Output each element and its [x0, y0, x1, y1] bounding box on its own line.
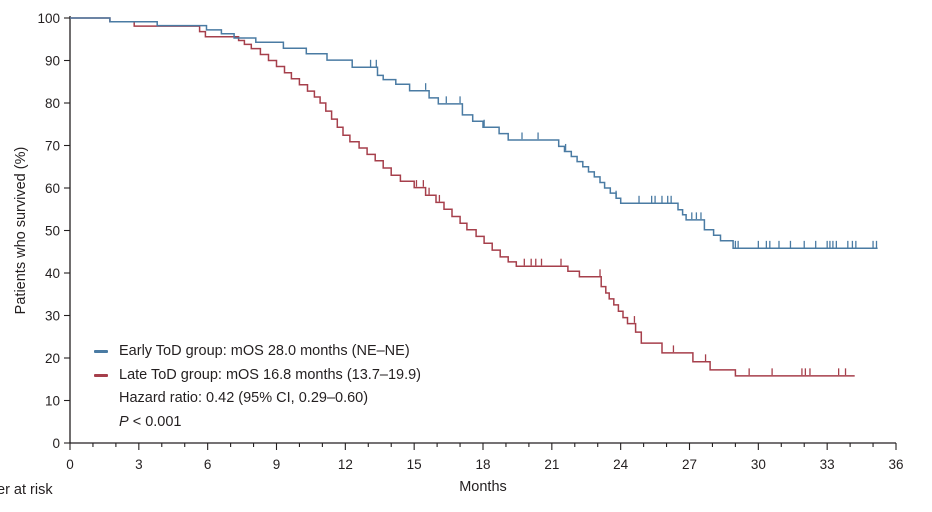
svg-text:30: 30 [751, 457, 766, 472]
y-ticks [64, 17, 70, 444]
svg-text:0: 0 [52, 436, 60, 451]
svg-text:30: 30 [45, 308, 60, 323]
svg-text:21: 21 [544, 457, 559, 472]
legend-item-late: Late ToD group: mOS 16.8 months (13.7–19… [94, 364, 421, 388]
svg-text:0: 0 [66, 457, 74, 472]
svg-text:15: 15 [407, 457, 422, 472]
x-ticks [69, 443, 897, 450]
svg-text:10: 10 [45, 393, 60, 408]
svg-text:80: 80 [45, 96, 60, 111]
hazard-ratio-text: Hazard ratio: 0.42 (95% CI, 0.29–0.60) [119, 390, 369, 406]
legend-label-early: Early ToD group: mOS 28.0 months (NE–NE) [119, 343, 410, 359]
p-value: < 0.001 [128, 413, 182, 430]
censor-ticks-early-tod [369, 59, 878, 248]
late-tod-line-swatch [94, 373, 108, 377]
number-at-risk-label-fragment: er at risk [0, 482, 53, 498]
survival-curve-late-tod [70, 17, 855, 377]
censor-ticks-late-tod [415, 180, 847, 376]
svg-text:9: 9 [273, 457, 281, 472]
svg-text:50: 50 [45, 223, 60, 238]
y-axis-title: Patients who survived (%) [13, 147, 29, 315]
svg-text:12: 12 [338, 457, 353, 472]
y-tick-labels: 0 10 20 30 40 50 60 70 80 90 100 [37, 11, 60, 451]
svg-text:33: 33 [820, 457, 835, 472]
svg-text:24: 24 [613, 457, 629, 472]
x-tick-labels: 0 3 6 9 12 15 18 21 24 27 30 33 36 [66, 457, 903, 472]
legend-label-late: Late ToD group: mOS 16.8 months (13.7–19… [119, 366, 421, 383]
svg-text:36: 36 [888, 457, 903, 472]
svg-text:18: 18 [475, 457, 490, 472]
legend-item-early: Early ToD group: mOS 28.0 months (NE–NE) [94, 340, 421, 364]
legend: Early ToD group: mOS 28.0 months (NE–NE)… [94, 340, 421, 434]
early-tod-line-swatch [94, 350, 108, 354]
svg-text:20: 20 [45, 351, 60, 366]
svg-text:70: 70 [45, 138, 60, 153]
p-value-text: P < 0.001 [94, 411, 421, 435]
p-symbol: P [119, 413, 129, 430]
x-axis-title: Months [459, 479, 507, 495]
svg-text:40: 40 [45, 266, 60, 281]
svg-text:90: 90 [45, 53, 60, 68]
survival-curve-early-tod [70, 17, 878, 250]
svg-text:3: 3 [135, 457, 143, 472]
svg-text:6: 6 [204, 457, 212, 472]
svg-text:60: 60 [45, 181, 60, 196]
svg-text:100: 100 [37, 11, 60, 26]
svg-text:27: 27 [682, 457, 697, 472]
